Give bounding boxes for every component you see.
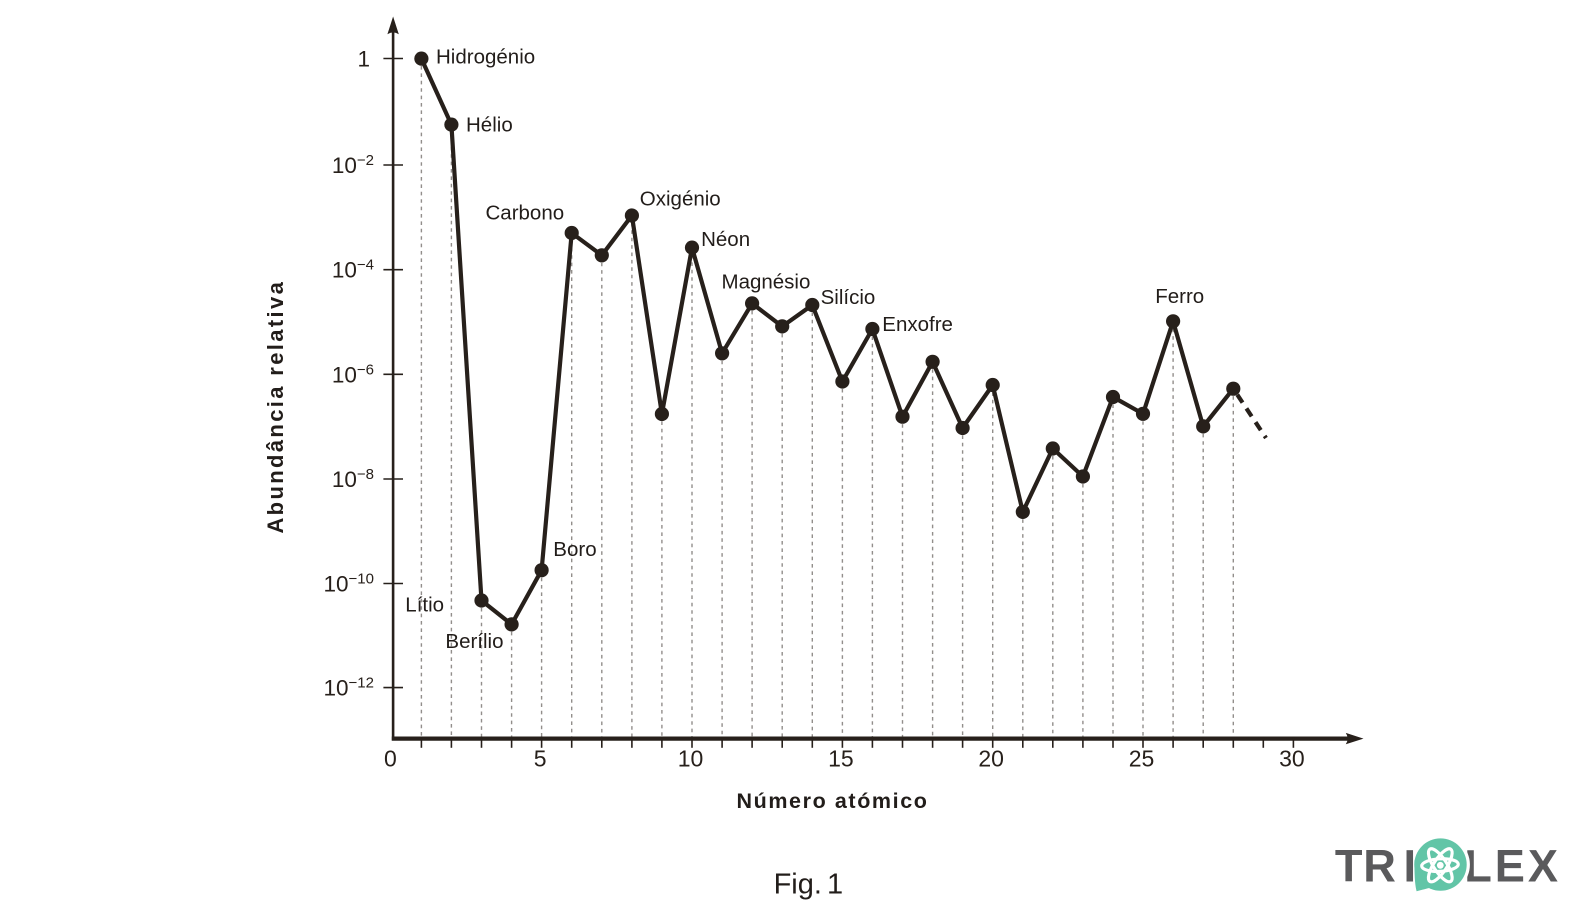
svg-text:Boro: Boro: [553, 538, 596, 561]
svg-text:T: T: [1335, 841, 1363, 892]
svg-text:Abundância relativa: Abundância relativa: [263, 280, 288, 534]
svg-text:Lítio: Lítio: [405, 594, 444, 617]
svg-text:1: 1: [357, 47, 370, 72]
svg-text:Ferro: Ferro: [1155, 285, 1204, 308]
svg-text:LEX: LEX: [1464, 841, 1561, 892]
svg-text:Magnésio: Magnésio: [722, 271, 811, 294]
svg-text:Silício: Silício: [821, 286, 876, 309]
svg-text:10−6: 10−6: [332, 361, 374, 387]
svg-text:Néon: Néon: [701, 228, 750, 251]
svg-text:30: 30: [1279, 746, 1305, 772]
svg-text:25: 25: [1129, 746, 1155, 772]
svg-text:0: 0: [384, 746, 397, 772]
svg-text:15: 15: [828, 746, 854, 772]
svg-text:20: 20: [978, 746, 1004, 772]
svg-text:Número atómico: Número atómico: [736, 789, 928, 813]
svg-text:10: 10: [678, 746, 704, 772]
svg-text:5: 5: [534, 746, 547, 772]
svg-text:1: 1: [827, 869, 843, 901]
svg-text:Hélio: Hélio: [466, 114, 513, 137]
svg-text:Enxofre: Enxofre: [882, 313, 953, 336]
svg-text:Berílio: Berílio: [445, 630, 503, 653]
svg-text:R: R: [1363, 841, 1396, 892]
svg-text:I: I: [1404, 841, 1417, 892]
svg-text:Hidrogénio: Hidrogénio: [436, 46, 535, 69]
svg-text:Oxigénio: Oxigénio: [640, 188, 721, 211]
svg-text:Fig.: Fig.: [774, 869, 822, 901]
svg-text:Carbono: Carbono: [486, 202, 565, 225]
